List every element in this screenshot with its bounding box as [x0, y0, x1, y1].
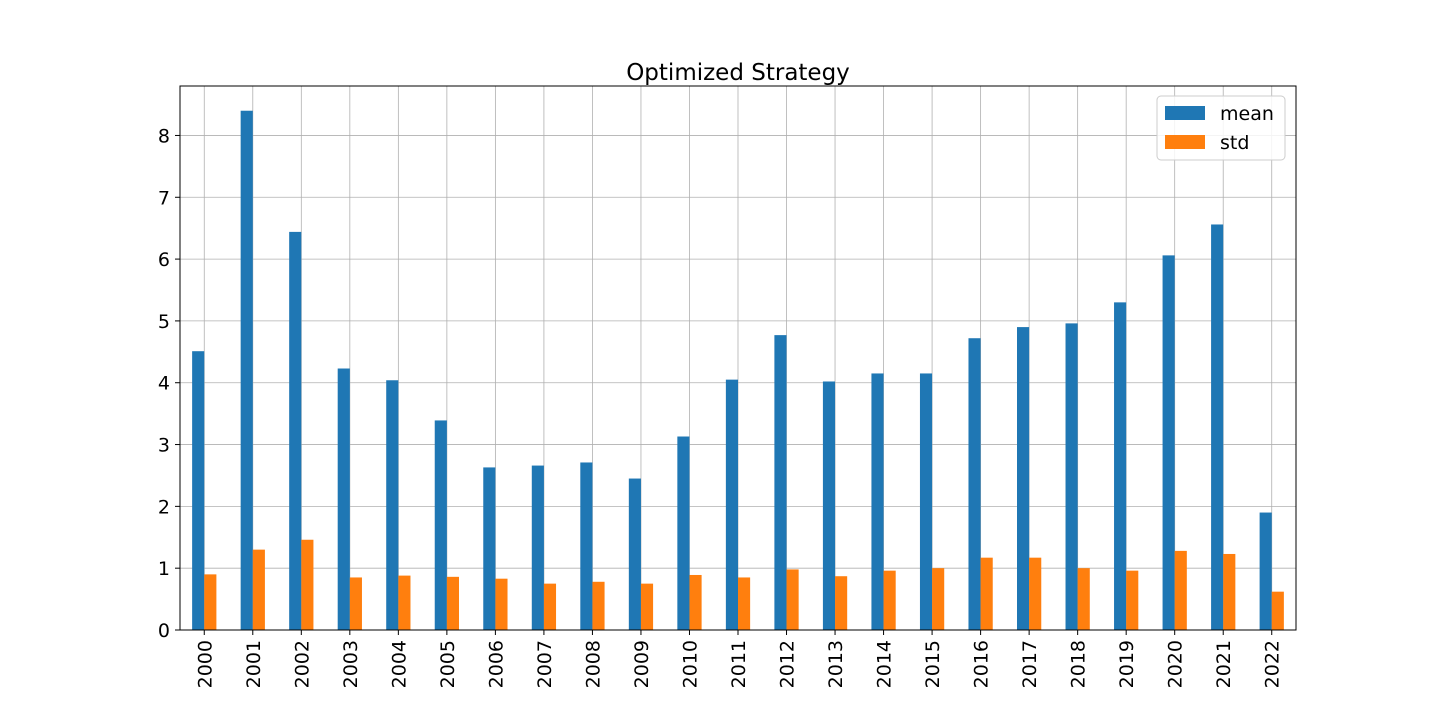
bar-std-2012: [786, 569, 799, 630]
legend-swatch-mean: [1165, 106, 1205, 120]
bar-std-2004: [398, 575, 411, 630]
x-tick-label: 2001: [243, 640, 265, 688]
x-tick-label: 2003: [340, 640, 362, 688]
x-tick-label: 2016: [971, 640, 993, 688]
bar-mean-2021: [1211, 224, 1224, 631]
x-axis-ticks: 2000 2001 2002 2003 2004 2005 2006 2007 2008 2009…: [194, 630, 1284, 688]
bar-mean-2015: [919, 373, 933, 630]
bar-std-2017: [1029, 557, 1042, 630]
bar-mean-2003: [337, 368, 350, 630]
x-tick-label: 2000: [194, 640, 216, 688]
bar-std-2022: [1271, 591, 1284, 630]
x-tick-label: 2010: [679, 640, 701, 688]
bar-std-2000: [204, 574, 217, 630]
chart-title: Optimized Strategy: [626, 60, 850, 86]
bar-std-2020: [1174, 550, 1187, 630]
bar-std-2021: [1223, 553, 1236, 630]
x-tick-label: 2009: [631, 640, 653, 688]
y-tick-label: 2: [158, 496, 170, 518]
bar-std-2002: [301, 539, 314, 630]
x-tick-label: 2020: [1165, 640, 1187, 688]
legend: mean std: [1156, 95, 1286, 161]
bar-std-2016: [980, 557, 993, 630]
legend-label-std: std: [1220, 132, 1249, 154]
bar-std-2005: [446, 576, 459, 630]
x-tick-label: 2006: [485, 640, 507, 688]
y-axis-ticks: 0 1 2 3 4 5 6 7 8: [158, 125, 180, 642]
bar-std-2019: [1126, 570, 1139, 630]
bar-mean-2005: [434, 420, 447, 630]
x-tick-label: 2017: [1019, 640, 1041, 688]
x-tick-label: 2022: [1262, 640, 1284, 688]
x-tick-label: 2002: [291, 640, 313, 688]
bar-mean-2011: [725, 379, 738, 630]
bar-std-2008: [592, 581, 605, 630]
y-tick-label: 5: [158, 311, 170, 333]
bar-mean-2012: [774, 335, 787, 630]
bar-std-2003: [349, 577, 362, 630]
bar-mean-2008: [580, 462, 593, 630]
y-tick-label: 7: [158, 187, 170, 209]
x-tick-label: 2004: [388, 640, 410, 688]
bar-mean-2016: [968, 338, 981, 630]
bar-std-2010: [689, 574, 702, 630]
x-tick-label: 2018: [1068, 640, 1090, 688]
y-tick-label: 6: [158, 249, 170, 271]
x-tick-label: 2008: [582, 640, 604, 688]
y-tick-label: 8: [158, 125, 170, 147]
bar-mean-2006: [483, 467, 496, 630]
y-tick-label: 1: [158, 558, 170, 580]
bar-std-2007: [543, 583, 557, 630]
plot-frame: [179, 85, 1297, 631]
bar-std-2011: [738, 577, 751, 630]
x-tick-label: 2012: [777, 640, 799, 688]
bar-mean-2019: [1114, 302, 1127, 630]
bars: [192, 110, 1284, 631]
x-tick-label: 2019: [1116, 640, 1138, 688]
bar-std-2015: [932, 568, 945, 630]
bar-mean-2009: [628, 478, 641, 630]
bar-mean-2018: [1065, 323, 1078, 630]
bar-mean-2007: [531, 465, 544, 630]
bar-std-2001: [252, 549, 265, 630]
y-tick-label: 4: [158, 373, 170, 395]
bar-mean-2013: [822, 381, 836, 630]
bar-std-2014: [883, 570, 896, 630]
x-tick-label: 2005: [437, 640, 459, 688]
bar-mean-2014: [871, 373, 884, 630]
bar-mean-2001: [240, 110, 253, 630]
bar-mean-2004: [386, 380, 399, 630]
x-tick-label: 2015: [922, 640, 944, 688]
bar-std-2006: [495, 578, 508, 630]
bar-mean-2020: [1162, 255, 1175, 630]
bar-mean-2022: [1259, 512, 1272, 630]
x-tick-label: 2014: [874, 640, 896, 688]
bar-mean-2002: [289, 231, 302, 630]
x-tick-label: 2007: [534, 640, 556, 688]
y-tick-label: 3: [158, 435, 170, 457]
x-tick-label: 2021: [1213, 640, 1235, 688]
bar-mean-2010: [677, 436, 690, 630]
bar-std-2009: [640, 583, 654, 630]
legend-swatch-std: [1165, 135, 1205, 149]
bar-mean-2000: [192, 351, 205, 630]
bar-std-2013: [835, 576, 848, 630]
legend-label-mean: mean: [1220, 103, 1274, 125]
x-tick-label: 2013: [825, 640, 847, 688]
bar-std-2018: [1077, 568, 1090, 630]
bar-mean-2017: [1017, 327, 1030, 630]
y-tick-label: 0: [158, 620, 170, 642]
x-tick-label: 2011: [728, 640, 750, 688]
